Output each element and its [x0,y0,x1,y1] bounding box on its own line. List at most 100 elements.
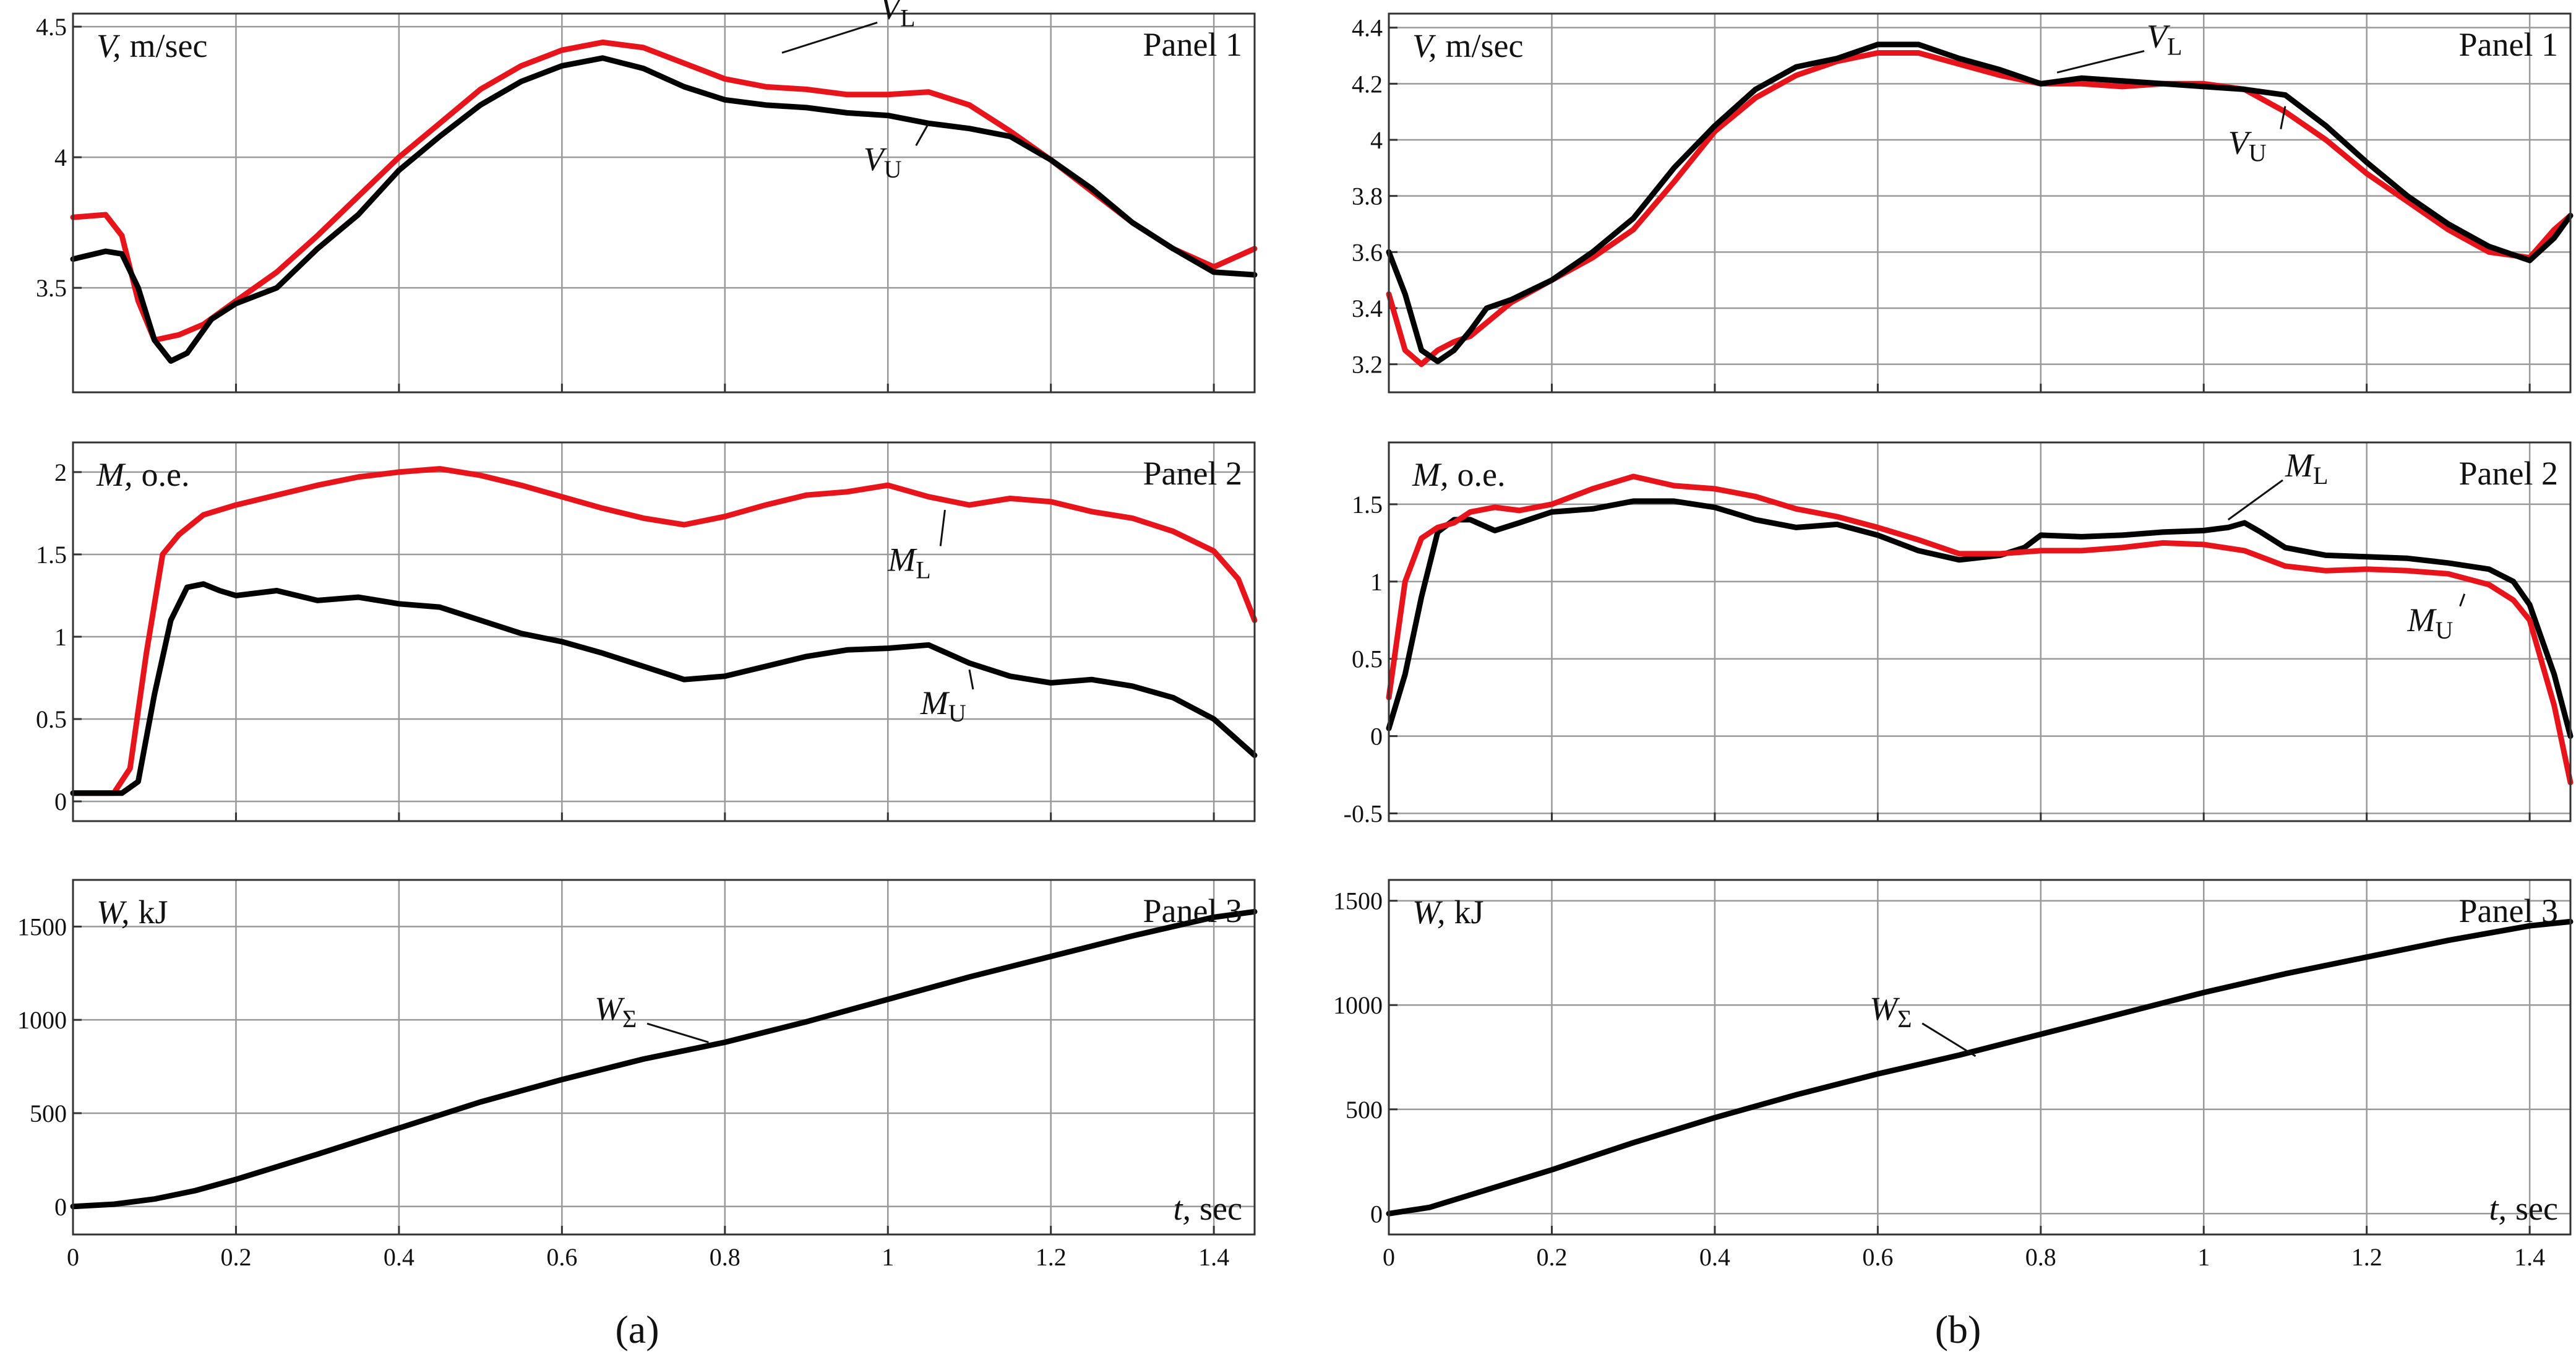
x-tick-label: 0.4 [384,1243,414,1271]
x-tick-label: 1.2 [2351,1243,2382,1271]
x-tick-label: 0.6 [546,1243,577,1271]
x-axis-label: t, sec [1174,1190,1242,1227]
y-tick-label: 3.6 [1352,238,1383,266]
plot-frame [72,12,1256,394]
x-tick-label: 1 [2197,1243,2210,1271]
series-line-w [70,908,1258,1210]
annotation-leader [2227,479,2283,521]
annotation-leader [939,509,946,546]
series-annotation: WΣ [595,990,637,1033]
panel-label: Panel 1 [2459,26,2558,63]
y-tick-label: 500 [1346,1096,1383,1124]
y-tick-label: 1500 [17,913,67,941]
series-line-mu [1386,473,2574,786]
y-tick-label: 0 [54,788,67,816]
y-tick-label: 500 [30,1100,67,1127]
x-tick-label: 0.4 [1699,1243,1730,1271]
series-annotation: MU [2407,601,2454,644]
x-tick-label: 0 [67,1243,79,1271]
x-tick-label: 0.8 [2025,1243,2056,1271]
series-annotation: VL [2147,17,2182,60]
series-annotation: VL [880,0,915,32]
chart-a3: 0 500 1000 1500 0 0.2 0.4 0.6 0.8 1 1.2 1.4 W, kJ Pane… [17,879,1258,1271]
x-tick-label: 0 [1383,1243,1395,1271]
annotation-leader [915,123,930,146]
y-tick-label: 2 [54,459,67,486]
annotation-leader [781,22,878,54]
plot-frame [1388,12,2572,394]
y-tick-label: 0 [1370,723,1383,751]
chart-a1: 3.5 4 4.5 V, m/sec Panel 1 VL VU [36,0,1258,394]
y-tick-label: 1 [1370,568,1383,596]
y-tick-label: 3.2 [1352,351,1383,379]
y-tick-label: 1.5 [36,541,67,569]
series-line-vu [1386,41,2574,364]
y-tick-label: 4.4 [1352,14,1383,42]
series-annotation: WΣ [1870,990,1912,1033]
y-tick-label: 4 [1370,126,1383,154]
series-annotation: ML [887,541,930,584]
plot-frame [72,441,1256,822]
plot-frame [72,879,1256,1236]
series-annotation: MU [920,684,966,727]
annotation-leader [1921,1022,1977,1058]
x-tick-label: 0.2 [220,1243,251,1271]
y-tick-label: 1000 [1333,991,1383,1019]
y-tick-label: 0 [54,1193,67,1221]
y-tick-label: -0.5 [1344,800,1383,828]
y-tick-label: 0.5 [36,705,67,733]
annotation-leader [646,1022,709,1043]
panel-label: Panel 2 [2459,455,2558,492]
y-tick-label: 1.5 [1352,491,1383,519]
y-tick-label: 1000 [17,1006,67,1034]
caption-a: (a) [615,1307,659,1351]
series-line-vl [1386,50,2574,368]
chart-a2: 0 0.5 1 1.5 2 M, o.e. Panel 2 ML MU [36,441,1258,822]
series-annotation: ML [2285,447,2328,489]
x-tick-label: 0.8 [710,1243,741,1271]
plot-frame [1388,879,2572,1236]
series-annotation: VU [2228,124,2267,167]
x-tick-label: 1.4 [1198,1243,1229,1271]
series-line-w [1386,918,2574,1217]
panel-label: Panel 3 [2459,892,2558,929]
x-tick-label: 1.4 [2514,1243,2545,1271]
x-tick-label: 0.2 [1536,1243,1567,1271]
y-axis-label: V, m/sec [97,27,208,64]
annotation-leader [2280,106,2286,129]
annotation-leader [2459,593,2466,607]
panel-label: Panel 1 [1143,26,1242,63]
y-tick-label: 3.4 [1352,295,1383,322]
series-line-vu [70,55,1258,364]
series-annotation: VU [864,140,902,183]
x-tick-label: 1 [882,1243,894,1271]
y-tick-label: 4.5 [36,13,67,41]
chart-b3: 0 500 1000 1500 0 0.2 0.4 0.6 0.8 1 1.2 1.4 W, kJ Pane… [1333,879,2574,1271]
y-tick-label: 4 [54,144,67,171]
y-tick-label: 1500 [1333,887,1383,915]
chart-b1: 3.2 3.4 3.6 3.8 4 4.2 4.4 V, m/sec Panel 1 VL VU [1352,12,2574,394]
x-tick-label: 0.6 [1862,1243,1893,1271]
y-axis-label: W, kJ [1412,894,1484,931]
plot-frame [1388,441,2572,822]
y-axis-label: M, o.e. [1412,456,1505,493]
y-tick-label: 3.8 [1352,183,1383,210]
y-tick-label: 4.2 [1352,70,1383,98]
panel-label: Panel 3 [1143,892,1242,929]
caption-b: (b) [1935,1307,1981,1351]
series-line-ml [70,466,1258,796]
y-tick-label: 0 [1370,1200,1383,1228]
panel-label: Panel 2 [1143,455,1242,492]
series-line-mu [70,581,1258,796]
y-tick-label: 1 [54,623,67,651]
y-tick-label: 3.5 [36,274,67,302]
chart-b2: -0.5 0 0.5 1 1.5 M, o.e. Panel 2 ML MU [1344,441,2574,828]
annotation-leader [968,669,974,690]
series-line-ml [1386,498,2574,739]
y-tick-label: 0.5 [1352,645,1383,673]
y-axis-label: V, m/sec [1412,27,1524,64]
x-tick-label: 1.2 [1036,1243,1067,1271]
annotation-leader [2056,50,2145,74]
y-axis-label: M, o.e. [96,456,189,493]
